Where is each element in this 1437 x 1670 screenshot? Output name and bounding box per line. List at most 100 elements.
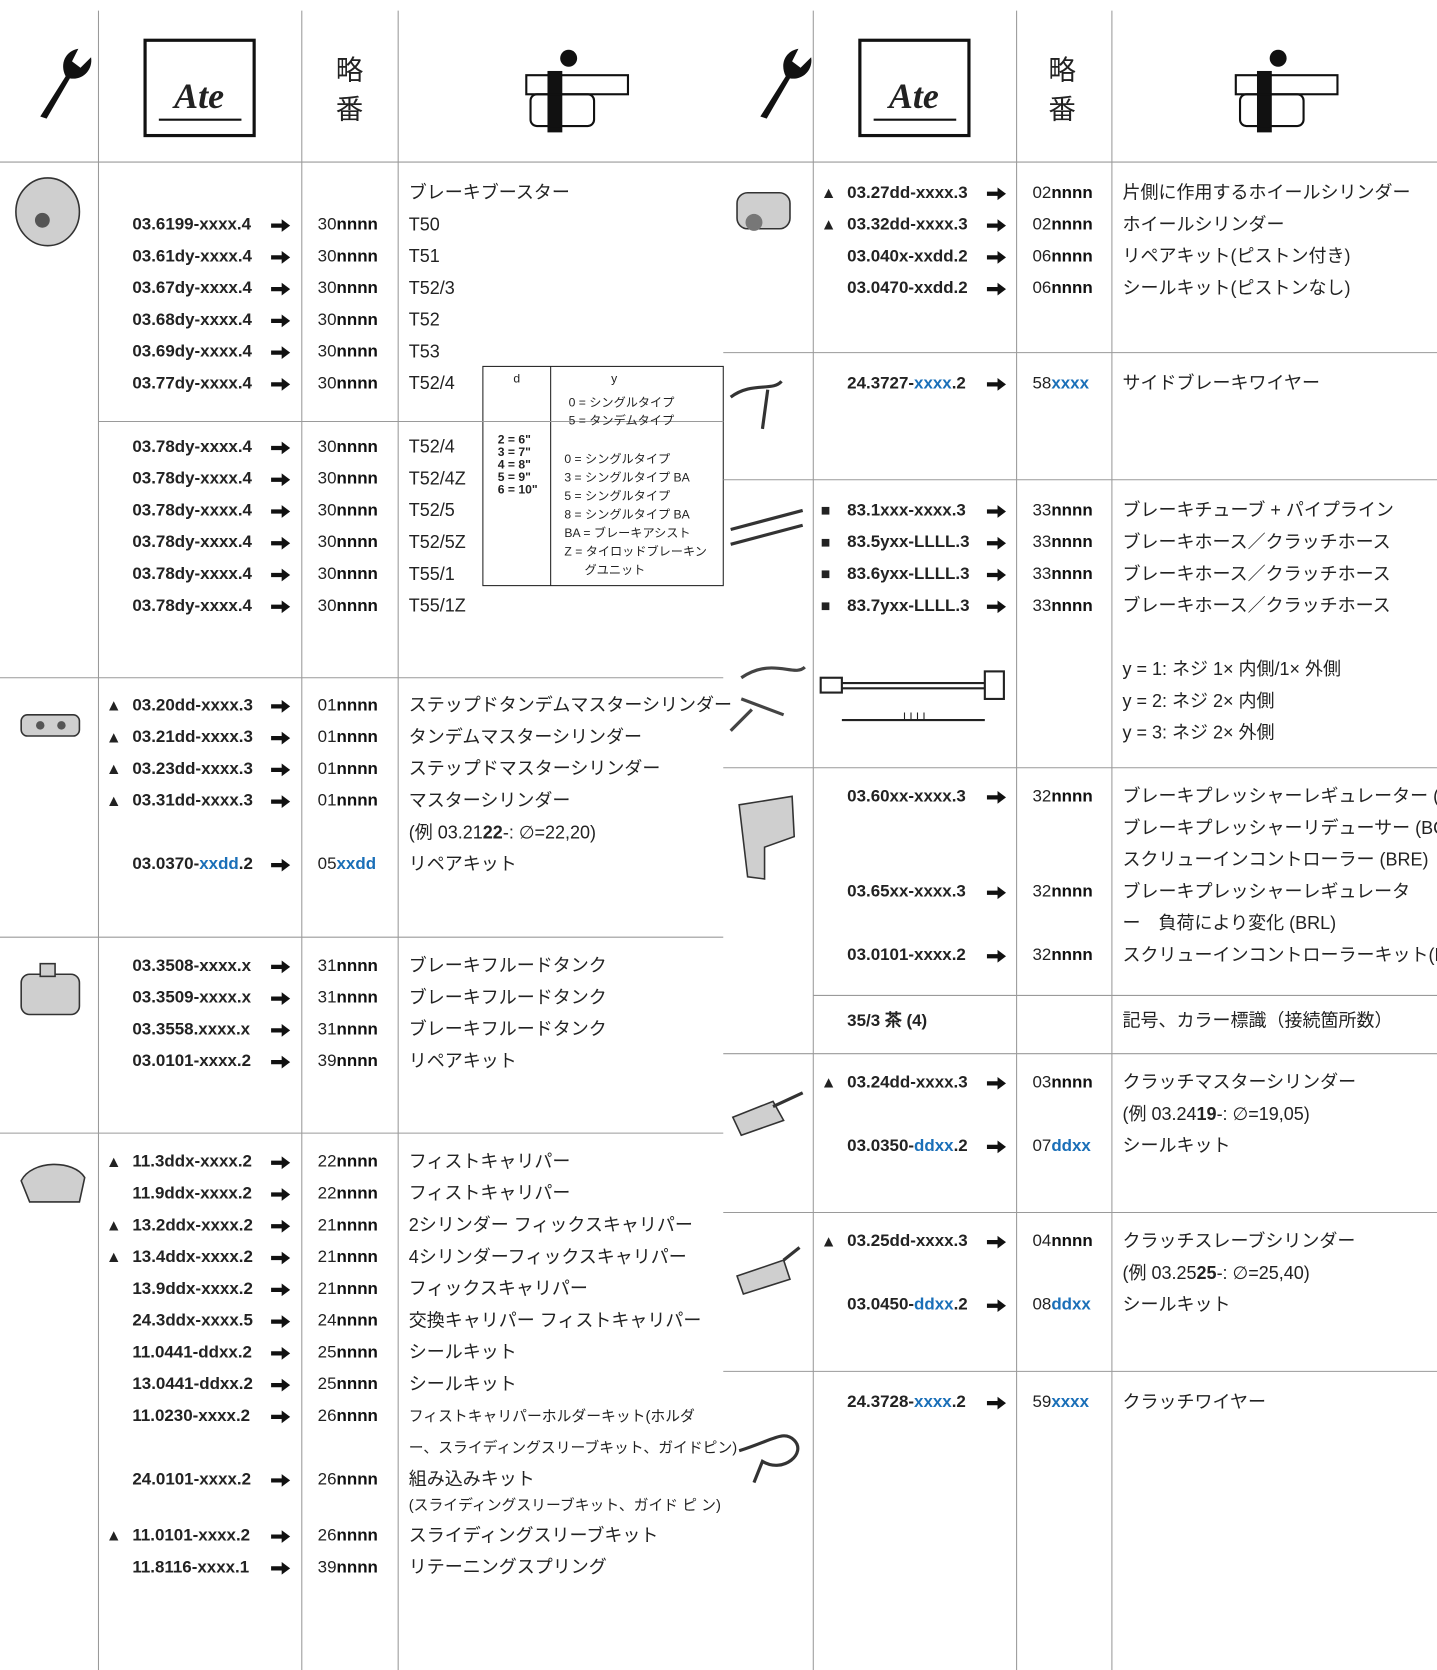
part-segment: 11.9ddx-xxxx.2 [132, 1184, 252, 1203]
abbr-code: 24nnnn [318, 1311, 378, 1330]
arrow-icon [986, 219, 1007, 232]
code-prefix: 30 [318, 215, 337, 234]
abbr-code: 26nnnn [318, 1406, 378, 1425]
row-mark: ▲ [106, 1528, 122, 1545]
legend-item: 6 = 10" [498, 482, 538, 496]
part-number: 03.61dy-xxxx.4 [132, 247, 252, 266]
code-prefix: 39 [318, 1052, 337, 1071]
code-prefix: 01 [318, 759, 337, 778]
code-suffix: nnnn [337, 1020, 378, 1039]
part-segment: 03.27dd-xxxx.3 [847, 183, 968, 202]
part-segment: 03.78dy-xxxx.4 [132, 596, 252, 615]
part-number: 03.31dd-xxxx.3 [132, 791, 253, 810]
code-suffix: nnnn [337, 1470, 378, 1489]
code-suffix: nnnn [337, 1184, 378, 1203]
description: T51 [409, 246, 440, 266]
code-prefix: 59 [1032, 1393, 1051, 1412]
description: スライディングスリーブキット [409, 1524, 659, 1545]
code-suffix: nnnn [337, 956, 378, 975]
description: マスターシリンダー [409, 790, 571, 810]
code-suffix: ddxx [1051, 1295, 1091, 1314]
abbr-code: 08ddxx [1032, 1295, 1091, 1314]
code-prefix: 05 [318, 855, 337, 874]
part-segment: xxxx [914, 1393, 952, 1412]
part-segment: 03.3508-xxxx.x [132, 956, 251, 975]
abbr-header: 略 [1048, 54, 1076, 85]
description: T52 [409, 310, 440, 330]
arrow-icon [986, 187, 1007, 201]
code-suffix: nnnn [1051, 501, 1092, 520]
part-segment: 03.77dy-xxxx.4 [132, 374, 252, 393]
description: (例 03.2122-: ∅=22,20) [409, 822, 596, 842]
code-suffix: nnnn [1051, 946, 1092, 965]
part-number: 03.040x-xxdd.2 [847, 247, 968, 266]
part-number: 03.0450-ddxx.2 [847, 1295, 968, 1314]
part-segment: xxxx [914, 374, 952, 393]
part-number: 24.3ddx-xxxx.5 [132, 1311, 253, 1330]
part-segment: 83.7yxx-LLLL.3 [847, 596, 969, 615]
abbr-code: 01nnnn [318, 696, 378, 715]
code-suffix: nnnn [337, 1343, 378, 1362]
part-number: 83.5yxx-LLLL.3 [847, 533, 969, 552]
description: ブレーキプレッシャーレギュレータ [1122, 880, 1410, 901]
abbr-code: 32nnnn [1032, 787, 1092, 806]
description: スクリューインコントローラー (BRE) [1122, 850, 1428, 870]
arrow-icon [986, 505, 1007, 518]
abbr-code: 33nnnn [1032, 501, 1092, 520]
abbr-code: 30nnnn [318, 437, 378, 456]
abbr-code: 21nnnn [318, 1248, 378, 1267]
code-prefix: 26 [318, 1470, 337, 1489]
code-prefix: 08 [1032, 1295, 1051, 1314]
abbr-code: 59xxxx [1032, 1393, 1089, 1412]
code-prefix: 25 [318, 1375, 337, 1394]
description: T53 [409, 341, 440, 361]
arrow-icon [271, 1315, 291, 1328]
description: ホイールシリンダー [1122, 214, 1284, 234]
legend-item: 2 = 6" [498, 433, 531, 447]
description: ブレーキフルードタンク [409, 986, 607, 1007]
abbr-code: 30nnnn [318, 469, 378, 488]
part-segment: .2 [952, 374, 966, 393]
code-prefix: 26 [318, 1526, 337, 1545]
description: T52/5 [409, 500, 455, 520]
part-segment: 13.4ddx-xxxx.2 [132, 1248, 253, 1267]
description-segment: -: ∅=19,05) [1217, 1104, 1310, 1124]
code-prefix: 21 [318, 1248, 337, 1267]
code-suffix: nnnn [1051, 787, 1092, 806]
description-small: (スライディングスリーブキット、ガイド ピ ン) [409, 1496, 721, 1514]
arrow-icon [271, 1474, 291, 1487]
part-number: 03.78dy-xxxx.4 [132, 469, 252, 488]
part-segment: 03.0101-xxxx.2 [132, 1052, 251, 1071]
code-prefix: 30 [318, 247, 337, 266]
part-segment: 03.6199-xxxx.4 [132, 215, 251, 234]
description: 交換キャリパー フィストキャリパー [409, 1310, 702, 1330]
part-number: 03.3509-xxxx.x [132, 988, 251, 1007]
code-suffix: nnnn [337, 1152, 378, 1171]
code-prefix: 31 [318, 1020, 337, 1039]
abbr-header: 番 [1048, 93, 1076, 124]
description: リペアキット [409, 854, 517, 874]
part-number: 03.0370-xxdd.2 [132, 855, 253, 874]
description: ブレーキホース／クラッチホース [1122, 595, 1390, 616]
arrow-icon [271, 346, 291, 360]
arrow-icon [271, 858, 291, 872]
part-number: 24.3727-xxxx.2 [847, 374, 966, 393]
arrow-icon [271, 1347, 291, 1360]
part-number: 03.67dy-xxxx.4 [132, 279, 252, 298]
description-segment: (例 03.25 [1122, 1263, 1196, 1283]
part-number: 03.68dy-xxxx.4 [132, 310, 252, 329]
code-prefix: 30 [318, 437, 337, 456]
arrow-icon [271, 731, 291, 745]
arrow-icon [271, 763, 291, 777]
abbr-code: 31nnnn [318, 988, 378, 1007]
arrow-icon [271, 1530, 291, 1543]
arrow-icon [986, 791, 1007, 804]
arrow-icon [271, 505, 291, 518]
legend-item: グユニット [585, 563, 646, 577]
abbr-code: 30nnnn [318, 215, 378, 234]
hose-label: LLLL [903, 711, 929, 724]
code-suffix: nnnn [1051, 1073, 1092, 1092]
arrow-icon [986, 378, 1007, 391]
arrow-icon [271, 1219, 291, 1233]
code-prefix: 30 [318, 469, 337, 488]
